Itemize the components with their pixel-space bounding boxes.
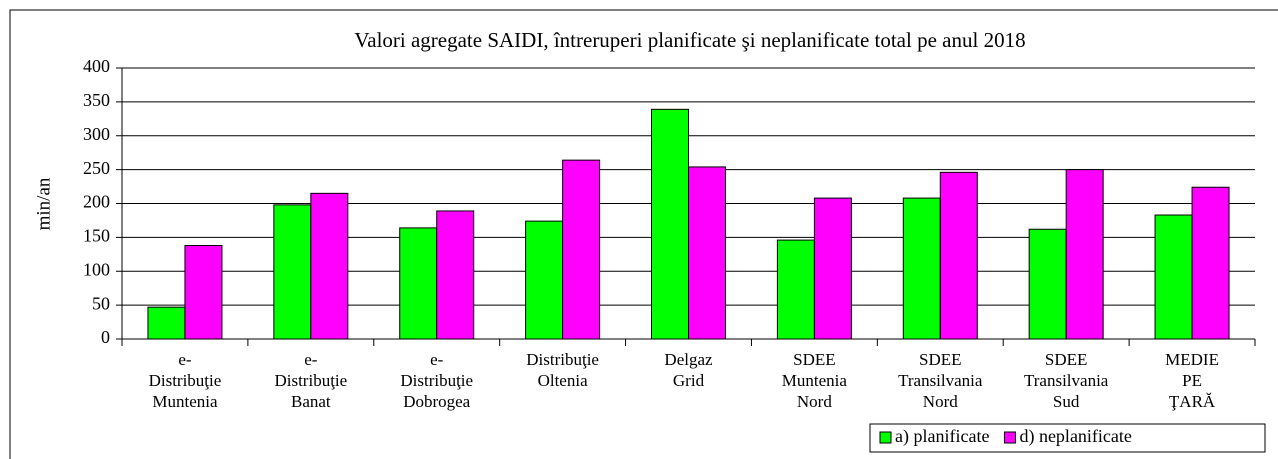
y-tick-label: 200 [83, 192, 110, 212]
x-tick-label: e- [304, 350, 318, 369]
bar [436, 210, 475, 340]
chart-border [9, 9, 1278, 459]
x-tick-label: SDEE [793, 350, 836, 369]
legend-box [869, 423, 1266, 453]
x-tick-label: MEDIE [1165, 350, 1219, 369]
bar [1028, 228, 1067, 340]
chart-title: Valori agregate SAIDI, întreruperi plani… [354, 28, 1025, 52]
x-tick-label: Muntenia [152, 392, 218, 411]
x-tick-label: e- [430, 350, 444, 369]
bar [525, 220, 564, 340]
bar [562, 159, 601, 340]
x-tick-label: Distribuţie [149, 371, 222, 390]
x-tick-label: SDEE [919, 350, 962, 369]
x-tick-label: Distribuţie [274, 371, 347, 390]
x-tick-label: Oltenia [538, 371, 588, 390]
bar [776, 239, 815, 340]
y-tick-label: 100 [83, 259, 110, 279]
y-tick-label: 300 [83, 124, 110, 144]
bar [813, 197, 852, 340]
legend-swatch [1003, 431, 1016, 444]
y-tick-label: 250 [83, 158, 110, 178]
bar [688, 166, 726, 340]
y-tick-label: 350 [83, 90, 110, 110]
y-tick-label: 50 [92, 293, 110, 313]
x-tick-label: Transilvania [898, 371, 983, 390]
bar [1065, 169, 1104, 340]
x-tick-label: Distribuţie [400, 371, 473, 390]
bar [184, 245, 223, 340]
legend-label: d) neplanificate [1019, 426, 1131, 447]
x-tick-label: Transilvania [1024, 371, 1109, 390]
y-axis-label: min/an [33, 177, 54, 230]
x-tick-label: SDEE [1045, 350, 1088, 369]
x-tick-label: ŢARĂ [1169, 392, 1216, 411]
bar [1154, 214, 1193, 340]
x-tick-label: Dobrogea [403, 392, 470, 411]
bar [399, 227, 438, 340]
bar [1191, 186, 1230, 340]
x-tick-label: Nord [797, 392, 832, 411]
bar [651, 108, 689, 340]
y-tick-label: 400 [83, 56, 110, 76]
bar [310, 192, 349, 340]
bar [147, 306, 186, 340]
y-tick-label: 150 [83, 226, 110, 246]
bar [902, 197, 941, 340]
x-tick-label: Sud [1053, 392, 1080, 411]
legend-swatch [879, 431, 892, 444]
legend-label: a) planificate [895, 426, 989, 447]
x-tick-label: PE [1182, 371, 1202, 390]
x-tick-label: Banat [291, 392, 331, 411]
x-tick-label: Distribuţie [526, 350, 599, 369]
x-tick-label: Nord [923, 392, 958, 411]
y-tick-label: 0 [101, 327, 110, 347]
x-tick-label: Delgaz [664, 350, 713, 369]
x-tick-label: e- [178, 350, 192, 369]
x-tick-label: Muntenia [782, 371, 848, 390]
bar [273, 204, 312, 340]
bar [939, 171, 978, 340]
x-tick-label: Grid [673, 371, 705, 390]
